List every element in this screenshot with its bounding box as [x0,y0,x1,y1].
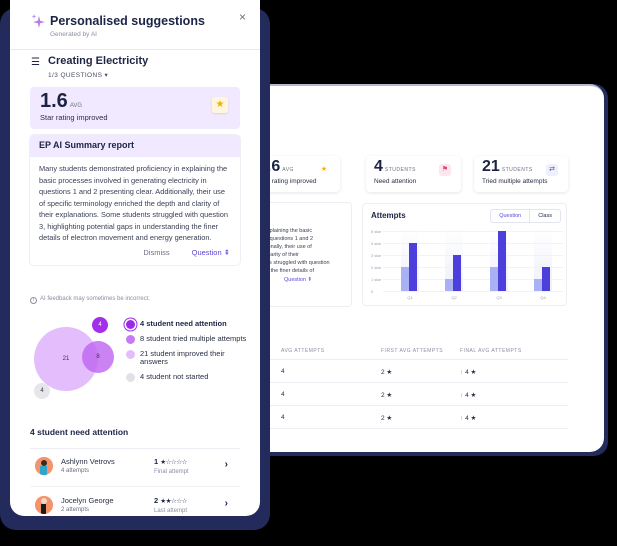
toggle-class[interactable]: Class [538,213,552,219]
student-row[interactable]: Jocelyn George 2 attempts 2 ★★☆☆☆ Last a… [30,488,240,516]
summary-title: EP AI Summary report [30,135,240,157]
chart-toggle: Question Class [490,209,561,223]
table-header: AVG ATTEMPTS FIRST AVG ATTEMPTS FINAL AV… [250,344,568,360]
venn-diagram: 21 8 4 4 [30,315,130,410]
chevron-right-icon[interactable]: › [224,459,228,470]
legend-dot [126,373,135,382]
question-link[interactable]: Question ⇞ [191,248,230,257]
lesson-title: Creating Electricity [48,55,149,67]
venn-legend: 4 student need attention 8 student tried… [126,320,250,388]
stat-unit: AVG [282,167,294,173]
stat-label: Need attention [374,178,417,185]
venn-circle-not-started: 4 [34,383,50,399]
chevron-right-icon[interactable]: › [224,498,228,509]
bar-group-q2 [445,229,463,291]
close-icon[interactable]: × [238,10,246,24]
panel-title: Personalised suggestions [50,14,205,28]
attention-title: 4 student need attention [30,427,129,437]
stat-card-multiple-attempts: 21 STUDENTS Tried multiple attempts ⇄ [474,156,568,192]
arrow-up-icon: ↑ [460,415,464,422]
student-score: 1 [154,457,159,466]
stat-card-need-attention: 4 STUDENTS Need attention ⚑ [366,156,461,192]
bar-final [453,255,461,291]
questions-dropdown[interactable]: 1/3 QUESTIONS ▾ [48,72,109,79]
dismiss-button[interactable]: Dismiss [143,248,170,257]
swap-icon: ⇄ [546,164,558,176]
attempts-bar-chart: 5 star 4 star 3 star 2 star 1 star 0 [371,229,563,300]
ai-summary-card: EP AI Summary report Many students demon… [30,135,240,265]
personalised-suggestions-panel: Personalised suggestions Generated by AI… [10,0,260,516]
bar-first [490,267,498,291]
arrow-up-icon: ↑ [460,369,464,376]
legend-item[interactable]: 21 student improved their answers [126,350,250,366]
legend-dot [126,320,135,329]
star-icon: ★ [212,97,228,113]
student-name: Jocelyn George [61,496,114,505]
attempt-stage: Final attempt [154,469,189,475]
bar-group-q3 [490,229,508,291]
student-score: 2 [154,496,159,505]
stat-unit: STUDENTS [384,167,416,173]
legend-item[interactable]: 8 student tried multiple attempts [126,335,250,344]
chart-title: Attempts [371,211,406,220]
table-row[interactable]: 4 2 ★ ↑ 4 ★ [250,383,568,406]
student-name: Ashlynn Vetrovs [61,457,115,466]
table-row[interactable]: 4 2 ★ ↑ 4 ★ [250,360,568,383]
student-attempts: 4 attempts [61,468,90,474]
question-link[interactable]: Question ⇞ [284,277,313,283]
stat-value: 4 [374,158,383,175]
bar-final [498,231,506,291]
student-attempts: 2 attempts [61,507,90,513]
stat-label: Star rating improved [258,178,317,185]
star-rating-icon: ★★☆☆☆ [160,498,187,505]
table-row[interactable]: icity 4 2 ★ ↑ 4 ★ [250,406,568,429]
avg-label: Star rating improved [40,113,108,122]
bar-group-q1 [401,229,419,291]
bar-first [445,279,453,291]
legend-dot [126,350,135,359]
bar-group-q4 [534,229,552,291]
panel-subtitle: Generated by AI [50,31,97,38]
star-rating-icon: ★☆☆☆☆ [160,459,187,466]
flag-icon: ⚑ [439,164,451,176]
legend-item[interactable]: 4 student not started [126,373,250,382]
avg-unit: AVG [69,103,83,109]
arrow-up-icon: ↑ [460,392,464,399]
stat-value: 21 [482,158,500,175]
legend-dot [126,335,135,344]
star-icon: ★ [320,166,328,173]
student-row[interactable]: Ashlynn Vetrovs 4 attempts 1 ★☆☆☆☆ Final… [30,449,240,487]
bar-first [401,267,409,291]
ai-disclaimer: i AI feedback may sometimes be incorrect. [30,296,150,304]
avatar [35,457,53,475]
bar-final [542,267,550,291]
bar-first [534,279,542,291]
checklist-icon: ☰ [31,57,40,68]
legend-item[interactable]: 4 student need attention [126,320,250,329]
venn-circle-multiple: 8 [82,341,114,373]
avg-rating-card: 1.6 AVG Star rating improved ★ [30,87,240,129]
attempts-chart-card: Attempts Question Class 5 star 4 star 3 … [362,203,567,306]
summary-body: Many students demonstrated proficiency i… [39,164,228,242]
attempts-table: AVG ATTEMPTS FIRST AVG ATTEMPTS FINAL AV… [250,344,568,429]
bar-final [409,243,417,291]
info-icon: i [30,297,37,304]
stat-label: Tried multiple attempts [482,178,548,185]
venn-circle-attention: 4 [92,317,108,333]
toggle-question[interactable]: Question [491,210,531,222]
avg-value: 1.6 [40,90,68,112]
attempt-stage: Last attempt [154,508,188,514]
sparkle-icon [31,14,45,28]
stat-unit: STUDENTS [501,167,533,173]
avatar [35,496,53,514]
panel-header: Personalised suggestions Generated by AI… [10,0,260,50]
